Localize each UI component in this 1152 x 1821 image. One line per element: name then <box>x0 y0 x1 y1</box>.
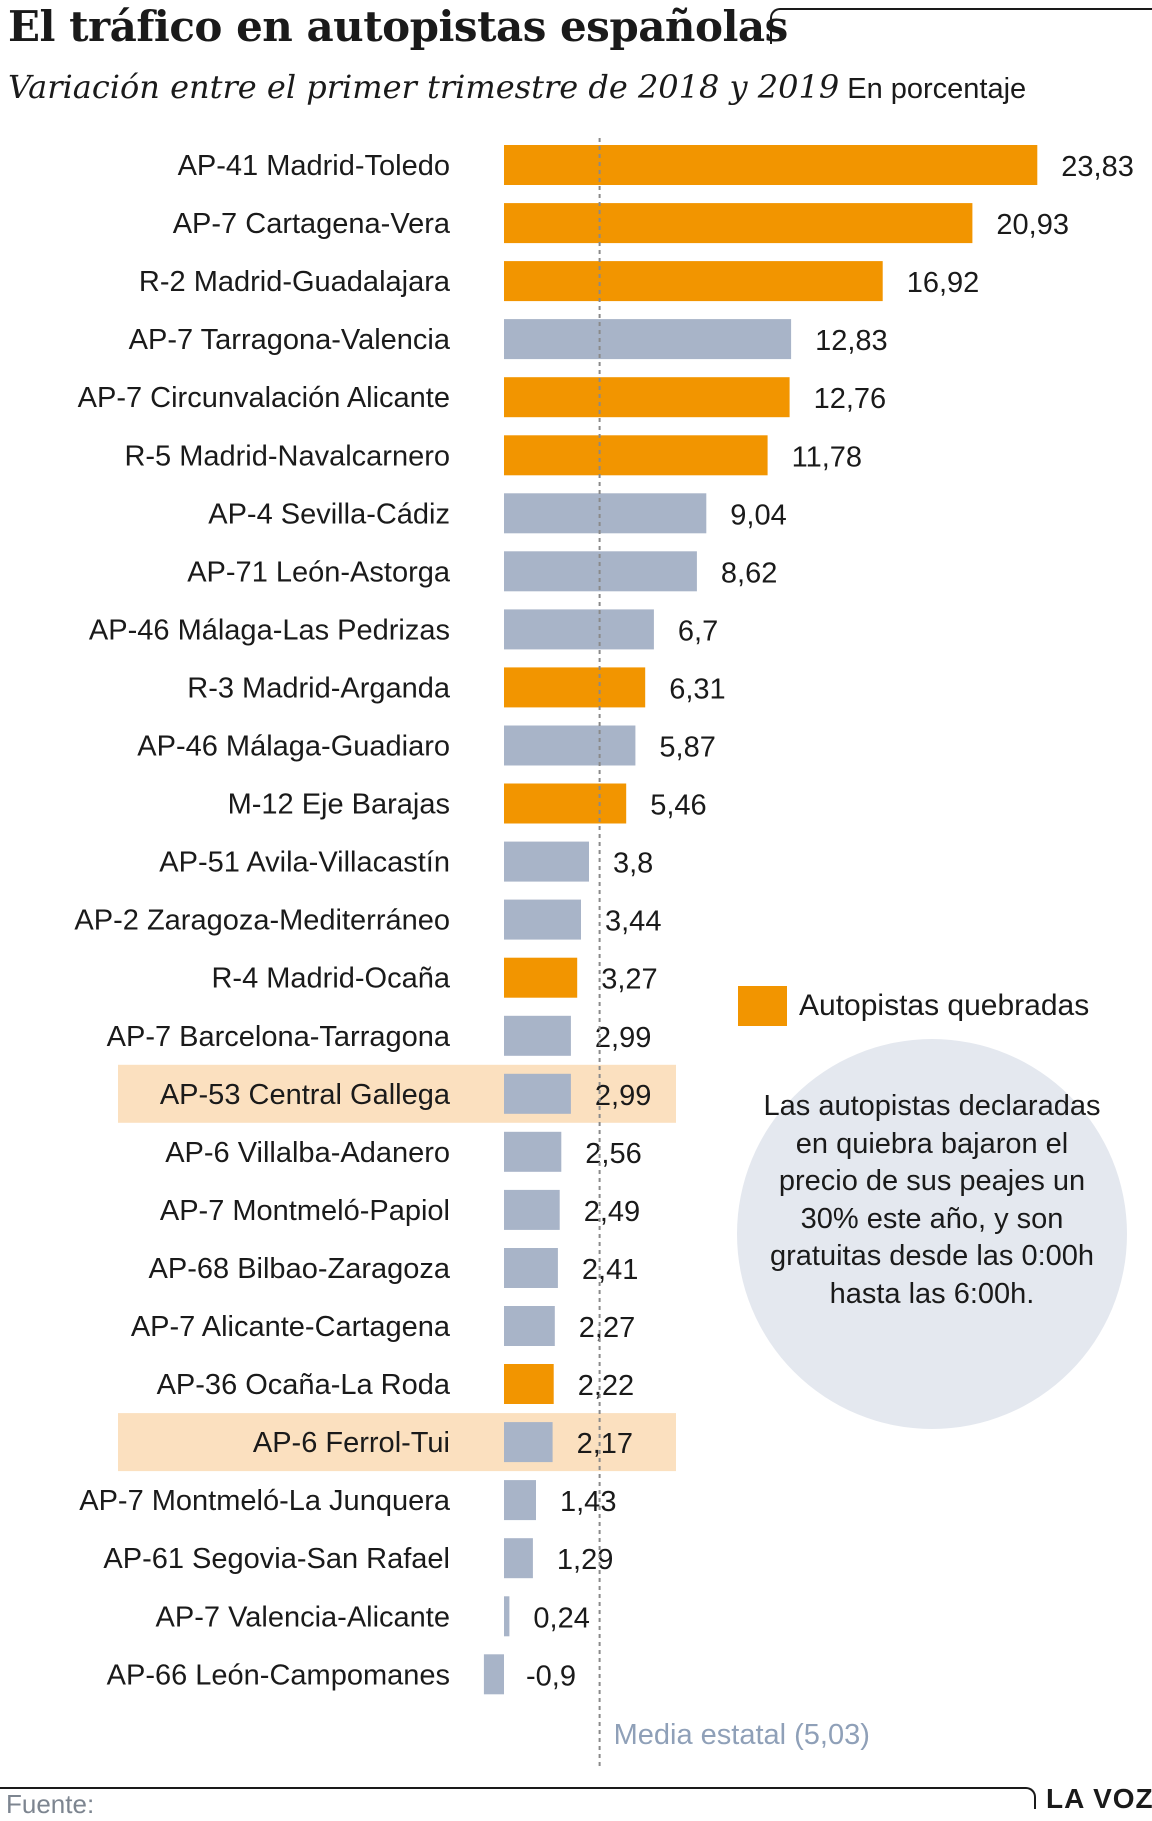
category-label: AP-7 Alicante-Cartagena <box>131 1311 451 1343</box>
value-label: 16,92 <box>907 267 980 299</box>
bar <box>504 1131 562 1172</box>
category-label: AP-7 Montmeló-La Junquera <box>79 1485 451 1517</box>
subtitle-text: Variación entre el primer trimestre de 2… <box>8 68 840 106</box>
bar <box>504 609 654 650</box>
title-rule <box>770 8 1152 44</box>
value-label: 3,44 <box>605 906 661 938</box>
category-label: AP-41 Madrid-Toledo <box>178 150 450 182</box>
value-label: 2,99 <box>595 1022 651 1054</box>
value-label: 20,93 <box>996 209 1069 241</box>
brand-logo: LA VOZ <box>1046 1783 1152 1814</box>
category-label: AP-7 Circunvalación Alicante <box>78 382 450 414</box>
category-label: AP-51 Avila-Villacastín <box>159 847 450 879</box>
highlight-band <box>118 1064 676 1123</box>
chart-subtitle: Variación entre el primer trimestre de 2… <box>8 68 1026 106</box>
bar <box>504 841 589 882</box>
category-label: AP-7 Cartagena-Vera <box>173 208 451 240</box>
value-label: -0,9 <box>526 1660 576 1692</box>
source-label: Fuente: <box>6 1789 95 1819</box>
category-label: AP-6 Villalba-Adanero <box>165 1137 450 1169</box>
bar <box>504 493 707 534</box>
note-text: Las autopistas declaradas en quiebra baj… <box>763 1090 1101 1310</box>
highlight-band <box>118 1413 676 1472</box>
category-label: AP-68 Bilbao-Zaragoza <box>149 1253 451 1285</box>
bar <box>504 1073 571 1114</box>
category-label: R-3 Madrid-Arganda <box>187 672 451 704</box>
legend: Autopistas quebradas <box>738 986 1089 1026</box>
bar <box>504 145 1038 185</box>
value-label: 8,62 <box>721 557 777 589</box>
bar <box>504 1538 533 1579</box>
bar <box>504 319 792 360</box>
value-label: 11,78 <box>792 441 862 473</box>
bar <box>504 261 883 302</box>
bar <box>504 783 627 824</box>
bar <box>504 1596 510 1637</box>
category-label: AP-7 Tarragona-Valencia <box>129 324 451 356</box>
category-label: AP-46 Málaga-Guadiaro <box>137 731 450 763</box>
footer-rule <box>0 1787 1036 1809</box>
category-label: R-5 Madrid-Navalcarnero <box>124 440 450 472</box>
category-label: M-12 Eje Barajas <box>228 789 450 821</box>
legend-swatch-quebradas <box>738 986 787 1026</box>
unit-label: En porcentaje <box>847 73 1027 105</box>
category-label: AP-7 Valencia-Alicante <box>156 1601 450 1633</box>
value-label: 12,76 <box>814 383 887 415</box>
bar <box>504 1364 554 1404</box>
value-label: 2,27 <box>579 1312 635 1344</box>
bar <box>504 435 768 476</box>
category-label: AP-2 Zaragoza-Mediterráneo <box>74 905 450 937</box>
value-label: 2,41 <box>582 1254 638 1286</box>
bar <box>504 899 581 940</box>
category-label: AP-46 Málaga-Las Pedrizas <box>89 614 450 646</box>
value-label: 2,49 <box>584 1196 640 1228</box>
bar-chart: AP-41 Madrid-Toledo 23,83 AP-7 Cartagena-V… <box>74 138 1134 1770</box>
category-label: AP-7 Barcelona-Tarragona <box>107 1021 451 1053</box>
category-label: AP-36 Ocaña-La Roda <box>157 1369 451 1401</box>
value-label: 23,83 <box>1061 151 1134 183</box>
category-label: AP-53 Central Gallega <box>160 1079 451 1111</box>
bar <box>504 1422 553 1463</box>
note-circle <box>737 1039 1127 1429</box>
value-label: 2,17 <box>577 1428 633 1460</box>
chart-title: El tráfico en autopistas españolas <box>8 2 788 51</box>
bar <box>483 1654 504 1695</box>
value-label: 0,24 <box>533 1602 589 1634</box>
category-label: AP-66 León-Campomanes <box>107 1659 450 1691</box>
bar <box>504 957 578 998</box>
bar <box>504 1189 560 1230</box>
mean-label: Media estatal (5,03) <box>614 1719 870 1751</box>
value-label: 6,7 <box>678 615 718 647</box>
value-label: 1,43 <box>560 1486 616 1518</box>
value-label: 9,04 <box>730 499 786 531</box>
bar <box>504 1306 555 1346</box>
value-label: 5,46 <box>650 790 706 822</box>
category-label: AP-6 Ferrol-Tui <box>253 1427 450 1459</box>
bar <box>504 667 646 708</box>
bar <box>504 725 636 766</box>
value-label: 6,31 <box>669 673 725 705</box>
value-label: 12,83 <box>815 325 888 357</box>
value-label: 3,27 <box>601 964 657 996</box>
category-label: AP-71 León-Astorga <box>187 556 451 588</box>
category-label: AP-61 Segovia-San Rafael <box>103 1543 450 1575</box>
value-label: 2,99 <box>595 1080 651 1112</box>
value-label: 2,56 <box>585 1138 641 1170</box>
category-label: AP-4 Sevilla-Cádiz <box>208 498 450 530</box>
category-label: AP-7 Montmeló-Papiol <box>160 1195 450 1227</box>
category-label: R-4 Madrid-Ocaña <box>211 963 450 995</box>
value-label: 5,87 <box>659 732 715 764</box>
bar <box>504 1015 571 1056</box>
bar <box>504 203 973 244</box>
bar <box>504 1480 536 1521</box>
value-label: 3,8 <box>613 848 653 880</box>
bar <box>504 1248 558 1288</box>
legend-label: Autopistas quebradas <box>799 989 1090 1022</box>
category-label: R-2 Madrid-Guadalajara <box>139 266 451 298</box>
bar <box>504 377 790 418</box>
value-label: 1,29 <box>557 1544 613 1576</box>
value-label: 2,22 <box>578 1370 634 1402</box>
